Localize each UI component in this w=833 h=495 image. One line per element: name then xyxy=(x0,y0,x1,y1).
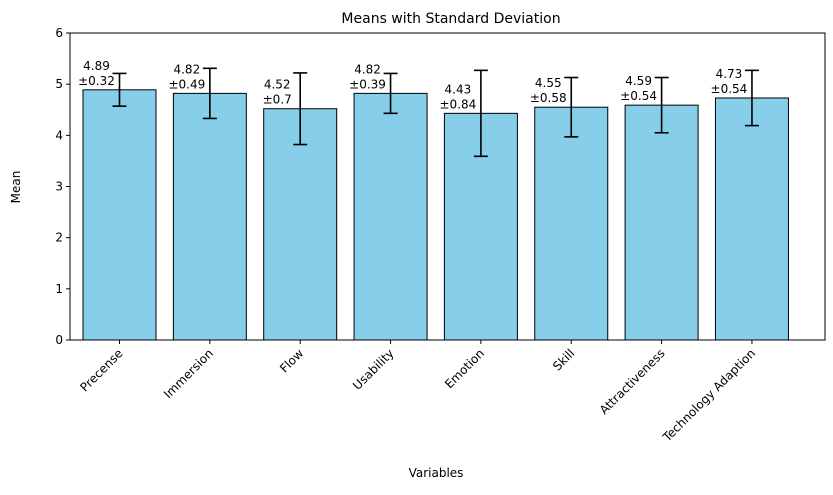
mean-label-6: 4.59 xyxy=(625,74,652,88)
mean-label-1: 4.82 xyxy=(173,62,200,76)
mean-label-7: 4.73 xyxy=(716,67,743,81)
y-axis-label: Mean xyxy=(9,171,23,204)
chart-title: Means with Standard Deviation xyxy=(341,11,560,27)
x-axis-label: Variables xyxy=(409,466,464,480)
x-tick-label-5: Skill xyxy=(550,346,577,373)
x-tick-label-2: Flow xyxy=(277,346,306,375)
y-tick-label-6: 6 xyxy=(55,26,63,40)
y-tick-label-1: 1 xyxy=(55,282,63,296)
mean-label-5: 4.55 xyxy=(535,76,562,90)
x-tick-label-1: Immersion xyxy=(161,346,216,401)
y-tick-label-4: 4 xyxy=(55,128,63,142)
y-tick-label-2: 2 xyxy=(55,231,63,245)
x-tick-label-3: Usability xyxy=(350,346,397,393)
mean-label-3: 4.82 xyxy=(354,62,381,76)
y-tick-label-3: 3 xyxy=(55,180,63,194)
mean-label-4: 4.43 xyxy=(445,82,472,96)
bars-layer xyxy=(82,89,789,341)
x-tick-label-4: Emotion xyxy=(442,346,487,391)
bar-2 xyxy=(263,108,338,341)
mean-label-0: 4.89 xyxy=(83,59,110,73)
sd-label-1: ±0.49 xyxy=(168,77,205,91)
sd-label-7: ±0.54 xyxy=(711,82,748,96)
value-labels-layer: 4.89±0.324.82±0.49 4.52±0.74.82±0.39 4.43±… xyxy=(78,59,747,112)
error-bars-layer xyxy=(112,67,759,158)
x-tick-labels: Precense Immersion Flow Usability Emotion Ski… xyxy=(77,340,758,445)
y-tick-label-0: 0 xyxy=(55,333,63,347)
sd-label-0: ±0.32 xyxy=(78,74,115,88)
bar-0 xyxy=(82,89,157,341)
bar-1 xyxy=(172,92,247,341)
y-tick-labels: 0 1 2 3 4 5 6 xyxy=(55,26,70,347)
sd-label-4: ±0.84 xyxy=(440,97,477,111)
bar-3 xyxy=(353,92,428,341)
x-tick-label-0: Precense xyxy=(77,346,125,394)
x-tick-label-7: Technology Adaption xyxy=(659,346,758,445)
mean-label-2: 4.52 xyxy=(264,78,291,92)
x-tick-label-6: Attractiveness xyxy=(597,346,668,417)
bar-7 xyxy=(714,97,789,341)
bar-6 xyxy=(624,104,699,341)
sd-label-3: ±0.39 xyxy=(349,77,386,91)
sd-label-5: ±0.58 xyxy=(530,91,567,105)
sd-label-6: ±0.54 xyxy=(620,89,657,103)
y-tick-label-5: 5 xyxy=(55,77,63,91)
plot-frame xyxy=(69,32,826,341)
bar-5 xyxy=(534,106,609,341)
sd-label-2: ±0.7 xyxy=(263,93,292,107)
